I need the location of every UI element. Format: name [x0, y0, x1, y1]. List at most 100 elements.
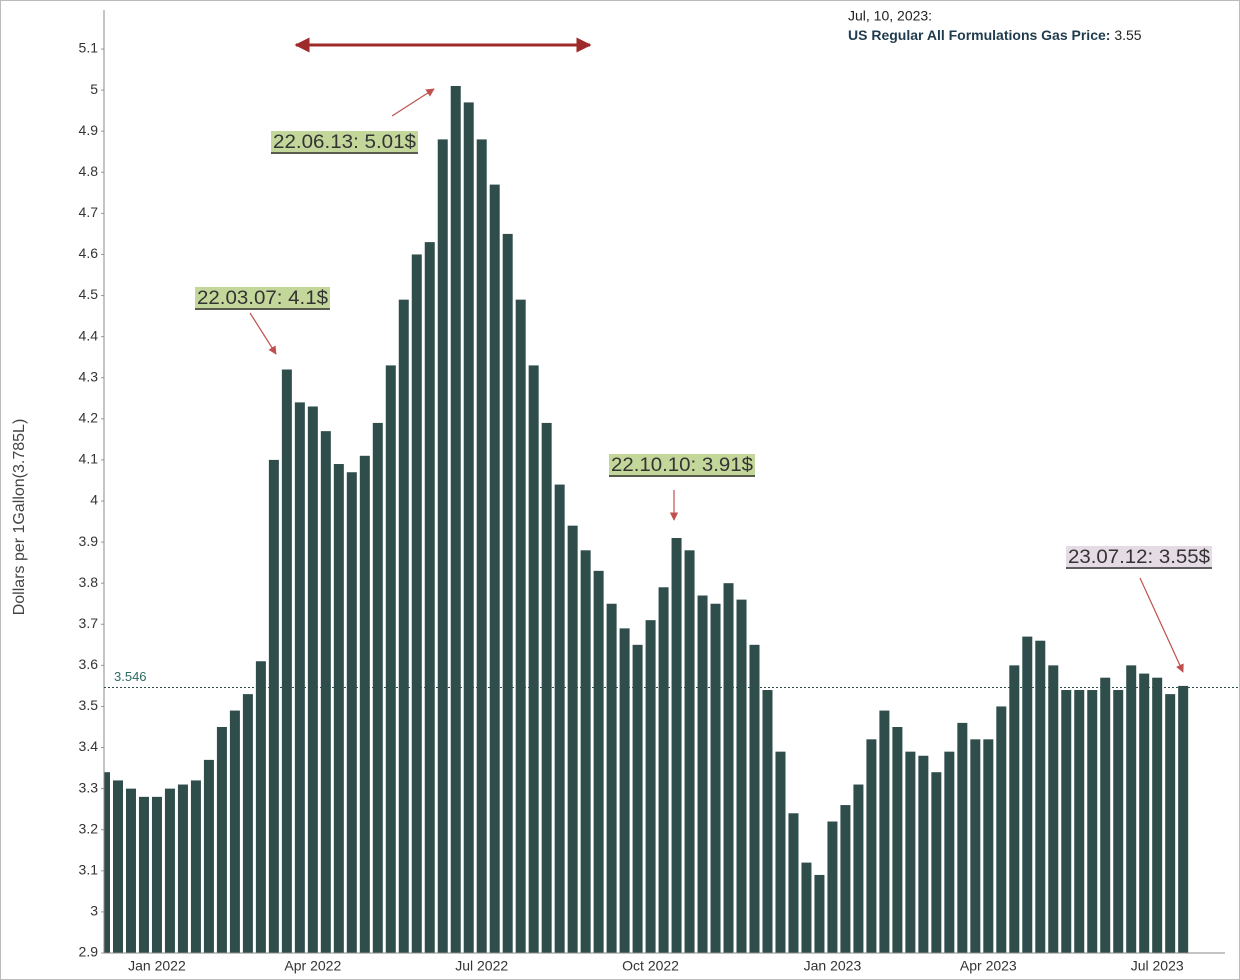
bar [1074, 690, 1085, 953]
bar [151, 796, 162, 953]
bar [606, 603, 617, 953]
annotation-arrow [391, 88, 435, 117]
annotation-box [271, 131, 418, 154]
annotation: 22.03.07: 4.1$ [197, 288, 328, 309]
y-tick-label: 2.9 [79, 944, 99, 960]
bar [775, 751, 786, 953]
bar [112, 780, 123, 953]
y-tick-label: 4.3 [79, 368, 99, 384]
bar [177, 784, 188, 953]
y-tick-label: 3.4 [79, 738, 99, 754]
bar [528, 365, 539, 953]
bar [502, 233, 513, 954]
y-tick-label: 3 [90, 903, 98, 919]
bar [710, 603, 721, 953]
annotation: 23.07.12: 3.55$ [1068, 547, 1210, 568]
bar [411, 254, 422, 954]
y-tick-label: 4.9 [79, 122, 99, 138]
bar [255, 661, 266, 953]
bar [996, 706, 1007, 953]
y-tick-label: 3.9 [79, 533, 99, 549]
bar [216, 727, 227, 953]
bar [398, 299, 409, 953]
bar [749, 644, 760, 953]
bar [671, 537, 682, 953]
bar [840, 805, 851, 953]
y-tick-label: 4.5 [79, 286, 99, 302]
bar [944, 751, 955, 953]
bar [879, 710, 890, 953]
bar [1087, 690, 1098, 953]
bar [450, 85, 461, 954]
bar [905, 751, 916, 953]
tooltip-line: US Regular All Formulations Gas Price: 3… [848, 27, 1142, 43]
bar [320, 431, 331, 953]
bar [1126, 665, 1137, 953]
bar [827, 821, 838, 953]
bar [164, 788, 175, 953]
y-tick-label: 4.4 [79, 327, 99, 343]
y-tick-label: 5 [90, 81, 98, 97]
y-tick-label: 3.7 [79, 615, 99, 631]
bar [281, 369, 292, 953]
bar [489, 184, 500, 954]
bar [1048, 665, 1059, 953]
tooltip-value: 3.55 [1114, 27, 1141, 43]
reference-label: 3.546 [114, 669, 147, 684]
bar [229, 710, 240, 953]
y-axis-label: Dollars per 1Gallon(3.785L) [11, 419, 28, 616]
bars [104, 85, 1189, 954]
bar [1022, 636, 1033, 953]
bar [1009, 665, 1020, 953]
y-tick-label: 4.8 [79, 163, 99, 179]
bar [203, 759, 214, 953]
bar [736, 599, 747, 953]
bar [1113, 690, 1124, 953]
bar [104, 772, 110, 953]
bar [918, 755, 929, 953]
bar [294, 402, 305, 953]
bar [1152, 677, 1163, 953]
bar [697, 595, 708, 953]
bar [788, 813, 799, 953]
bar [333, 464, 344, 953]
annotation-box [609, 454, 755, 477]
x-tick-label: Apr 2023 [960, 958, 1017, 974]
bar [463, 102, 474, 953]
x-tick-label: Jan 2022 [128, 958, 186, 974]
bar [268, 459, 279, 953]
bar [437, 139, 448, 953]
bar [190, 780, 201, 953]
bar [1061, 690, 1072, 953]
x-tick-label: Jan 2023 [804, 958, 862, 974]
bar [684, 550, 695, 953]
bar [567, 525, 578, 953]
bar [645, 620, 656, 953]
y-tick-label: 4.6 [79, 245, 99, 261]
bar [554, 484, 565, 953]
bar [723, 583, 734, 953]
y-tick-label: 4.2 [79, 410, 99, 426]
bar [866, 739, 877, 953]
bar [1165, 694, 1176, 953]
tooltip-label: US Regular All Formulations Gas Price: [848, 27, 1110, 43]
bar [125, 788, 136, 953]
x-tick-label: Apr 2022 [284, 958, 341, 974]
bar [957, 722, 968, 953]
y-tick-label: 3.8 [79, 574, 99, 590]
bar [1178, 685, 1189, 953]
annotation-arrow [1139, 577, 1184, 673]
bar [138, 796, 149, 953]
bar [983, 739, 994, 953]
annotation-arrow [249, 312, 277, 355]
bar [931, 772, 942, 953]
bar [515, 299, 526, 953]
bar [424, 242, 435, 954]
bar [658, 587, 669, 953]
bar [385, 365, 396, 953]
bar [1139, 673, 1150, 953]
annotation-box [195, 287, 330, 310]
annotation-box [1066, 546, 1212, 569]
